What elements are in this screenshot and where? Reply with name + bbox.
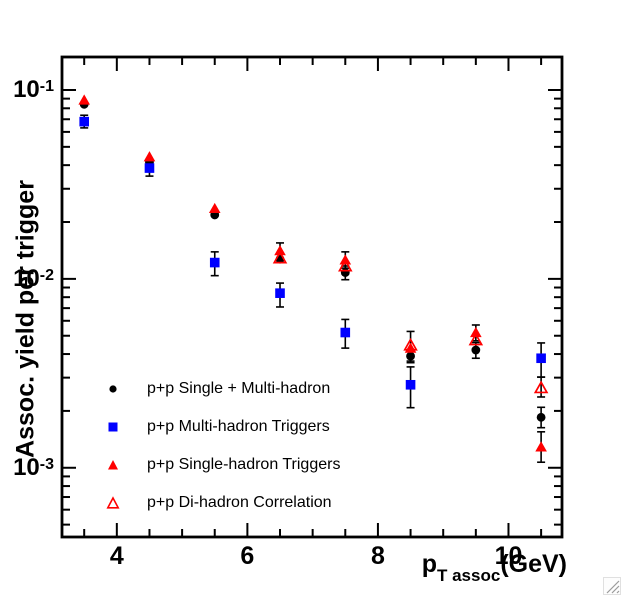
data-point-series-1 <box>405 379 416 390</box>
data-point-series-2 <box>470 326 482 338</box>
x-axis-title-unit: (GeV) <box>500 550 567 578</box>
resize-grip-icon[interactable] <box>603 577 621 595</box>
data-point-series-0 <box>536 412 546 422</box>
data-point-series-3 <box>403 337 418 351</box>
red-filled-triangle-icon <box>98 457 128 473</box>
data-point-series-2 <box>274 245 286 256</box>
legend-label: p+p Di-hadron Correlation <box>147 494 332 511</box>
x-axis-title-subscript: T assoc <box>437 566 501 585</box>
data-point-series-0 <box>406 351 415 361</box>
black-filled-circle-icon <box>98 381 128 397</box>
legend-item-single-hadron-triggers: p+p Single-hadron Triggers <box>98 446 340 484</box>
legend-label: p+p Multi-hadron Triggers <box>147 418 330 435</box>
data-point-series-2 <box>143 151 156 162</box>
data-point-series-3 <box>468 332 484 346</box>
data-point-series-1 <box>275 288 285 298</box>
data-point-series-2 <box>535 441 547 452</box>
legend-item-di-hadron-correlation: p+p Di-hadron Correlation <box>98 484 340 522</box>
legend-label: p+p Single-hadron Triggers <box>147 456 341 473</box>
legend: p+p Single + Multi-hadron p+p Multi-hadr… <box>98 370 340 522</box>
x-tick-label: 4 <box>109 542 124 570</box>
x-axis-title: pT assoc(GeV) <box>421 550 567 585</box>
x-axis-title-symbol: p <box>421 550 437 578</box>
data-point-series-1 <box>536 353 546 364</box>
legend-item-single-multi-hadron: p+p Single + Multi-hadron <box>98 370 340 408</box>
data-point-series-1 <box>79 116 89 127</box>
data-point-series-3 <box>533 380 549 394</box>
data-point-series-1 <box>144 163 155 173</box>
data-point-series-2 <box>78 94 90 105</box>
x-tick-label: 8 <box>370 542 385 570</box>
data-point-series-1 <box>340 327 351 338</box>
data-point-series-0 <box>471 345 481 355</box>
data-point-series-2 <box>208 202 221 214</box>
x-tick-label: 10 <box>494 542 523 570</box>
legend-item-multi-hadron-triggers: p+p Multi-hadron Triggers <box>98 408 340 446</box>
y-tick-label: 10-1 <box>13 75 54 103</box>
y-tick-label: 10-2 <box>13 264 54 292</box>
red-open-triangle-icon <box>98 495 128 511</box>
blue-filled-square-icon <box>98 419 128 435</box>
y-tick-label: 10-3 <box>13 453 54 481</box>
legend-label: p+p Single + Multi-hadron <box>147 380 331 397</box>
data-point-series-3 <box>338 258 353 272</box>
data-point-series-1 <box>209 257 220 268</box>
data-point-series-3 <box>272 250 288 264</box>
data-point-series-0 <box>340 268 350 277</box>
y-axis-title: Assoc. yield per trigger <box>11 180 40 458</box>
x-tick-label: 6 <box>240 542 255 570</box>
